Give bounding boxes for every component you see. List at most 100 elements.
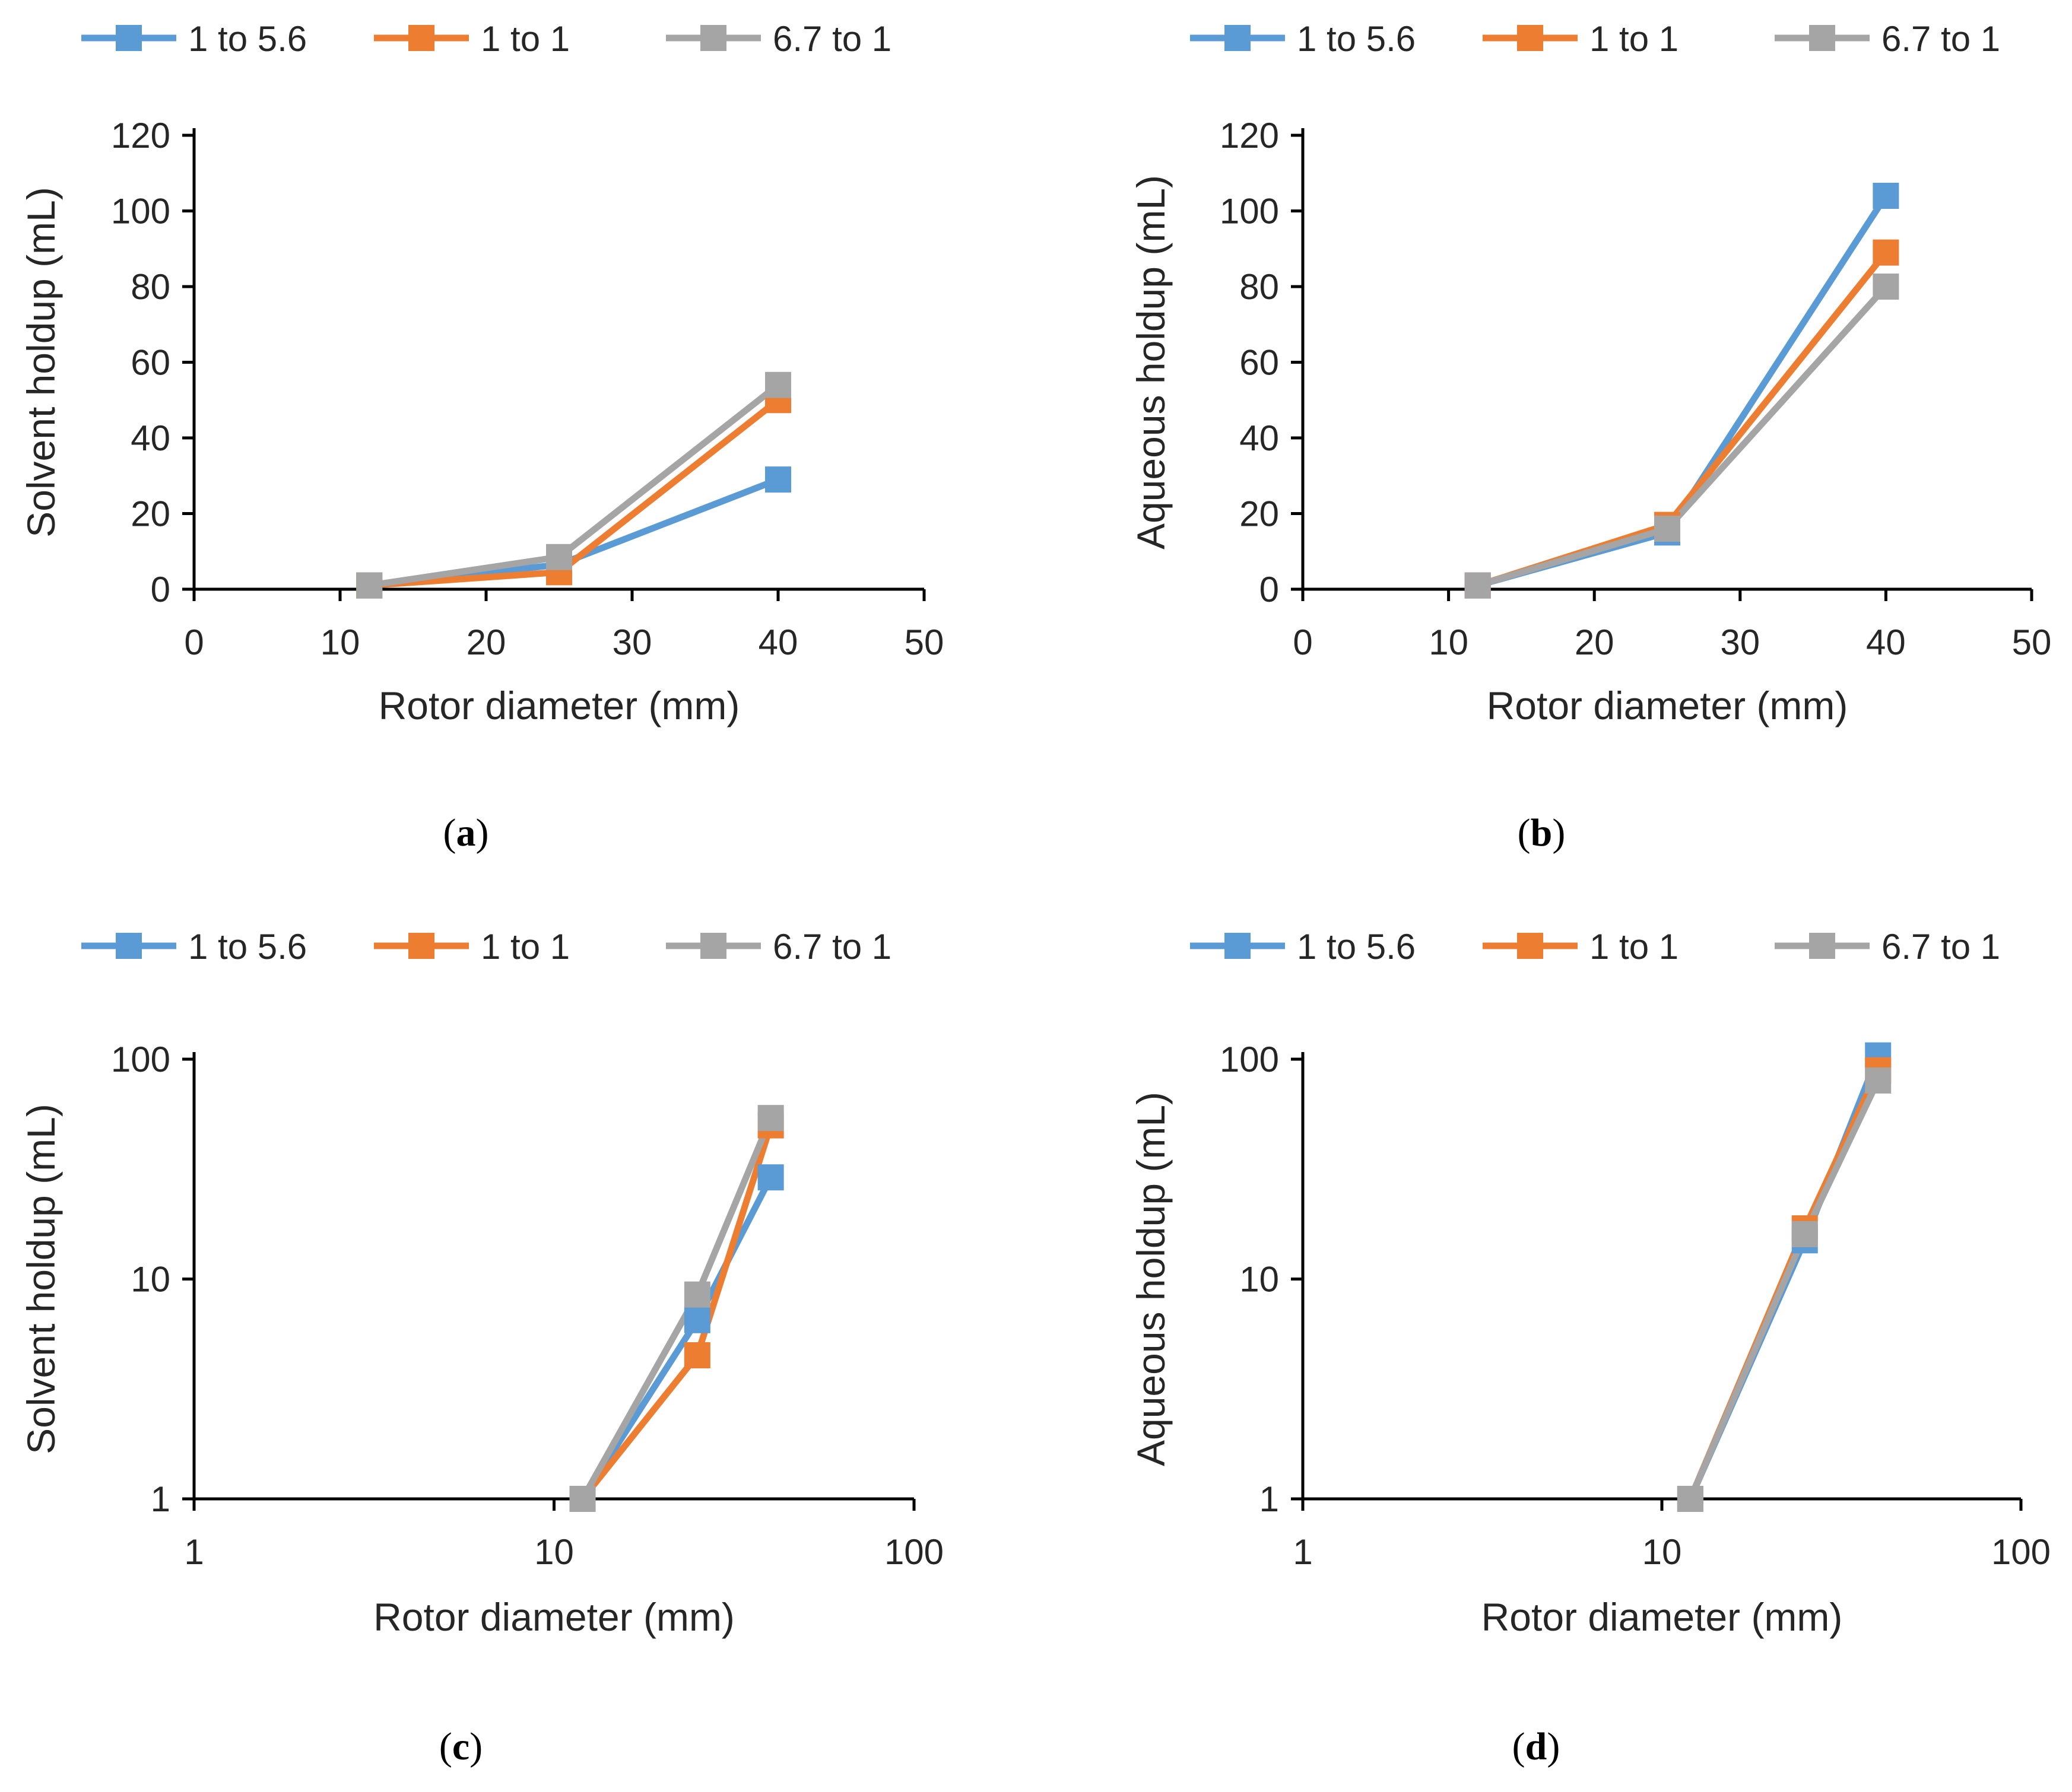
y-tick-label: 100 xyxy=(1220,1040,1279,1079)
data-point xyxy=(546,544,572,570)
legend-marker xyxy=(116,933,142,959)
legend-label: 1 to 1 xyxy=(1589,19,1678,59)
legend-item-0: 1 to 5.6 xyxy=(81,19,307,59)
legend-label: 1 to 5.6 xyxy=(188,19,307,59)
legend-label: 6.7 to 1 xyxy=(773,19,891,59)
y-tick-label: 120 xyxy=(1220,116,1279,155)
y-tick-label: 120 xyxy=(111,116,170,155)
data-point xyxy=(1873,274,1899,300)
legend-item-2: 6.7 to 1 xyxy=(1775,927,2000,967)
y-axis-title: Aqueous holdup (mL) xyxy=(1129,1092,1173,1466)
y-tick-label: 1 xyxy=(1259,1479,1279,1519)
legend-label: 1 to 1 xyxy=(1589,927,1678,967)
legend-marker xyxy=(700,25,726,51)
y-tick-label: 20 xyxy=(131,494,170,534)
x-tick-label: 0 xyxy=(184,622,204,662)
x-tick-label: 30 xyxy=(613,622,652,662)
series-line-2 xyxy=(369,382,780,589)
y-tick-label: 80 xyxy=(131,267,170,307)
legend-marker xyxy=(1809,25,1835,51)
legend-marker xyxy=(408,933,434,959)
legend-item-1: 1 to 1 xyxy=(374,19,570,59)
legend-marker xyxy=(700,933,726,959)
x-tick-label: 40 xyxy=(759,622,798,662)
legend-label: 6.7 to 1 xyxy=(773,927,891,967)
panel-label: (d) xyxy=(1512,1725,1560,1768)
legend-marker xyxy=(1517,25,1543,51)
data-point xyxy=(684,1281,710,1308)
x-axis-title: Rotor diameter (mm) xyxy=(1487,684,1848,727)
panel-label: (b) xyxy=(1518,811,1566,854)
x-tick-label: 30 xyxy=(1720,622,1760,662)
y-tick-label: 10 xyxy=(1239,1260,1279,1299)
x-axis-title: Rotor diameter (mm) xyxy=(379,684,740,727)
legend-item-1: 1 to 1 xyxy=(1483,927,1678,967)
data-point xyxy=(757,1164,784,1191)
y-axis-title: Solvent holdup (mL) xyxy=(19,1104,63,1454)
panel-label: (c) xyxy=(439,1725,483,1768)
x-tick-label: 50 xyxy=(2012,622,2052,662)
y-tick-label: 80 xyxy=(1239,267,1279,307)
y-axis-title: Solvent holdup (mL) xyxy=(19,187,63,538)
series-line-2 xyxy=(1687,1079,1881,1501)
data-point xyxy=(356,572,383,599)
legend-item-1: 1 to 1 xyxy=(1483,19,1678,59)
y-axis-title: Aqueous holdup (mL) xyxy=(1129,175,1173,549)
chart-panel-a: 0 10 20 30 40 50 0 20 40 60 80 100 120 Rotor diameter… xyxy=(19,19,944,854)
y-tick-label: 100 xyxy=(1220,192,1279,231)
data-point xyxy=(1464,572,1491,599)
data-point xyxy=(757,1105,784,1132)
y-tick-label: 0 xyxy=(151,570,170,609)
x-tick-label: 20 xyxy=(467,622,506,662)
legend-marker xyxy=(116,25,142,51)
series-line-1 xyxy=(369,397,780,589)
legend-label: 1 to 1 xyxy=(481,927,570,967)
x-tick-label: 100 xyxy=(884,1532,944,1572)
y-tick-label: 100 xyxy=(111,1040,170,1079)
y-tick-label: 0 xyxy=(1259,570,1279,609)
x-tick-label: 1 xyxy=(184,1532,204,1572)
y-tick-label: 40 xyxy=(1239,418,1279,458)
legend-marker xyxy=(1224,25,1251,51)
y-tick-label: 60 xyxy=(1239,343,1279,383)
legend-label: 6.7 to 1 xyxy=(1881,927,2000,967)
series-line-1 xyxy=(1477,250,1889,589)
legend-item-2: 6.7 to 1 xyxy=(1775,19,2000,59)
legend-item-0: 1 to 5.6 xyxy=(81,927,307,967)
legend-marker xyxy=(1517,933,1543,959)
legend-item-2: 6.7 to 1 xyxy=(666,19,891,59)
legend-marker xyxy=(1809,933,1835,959)
legend-item-0: 1 to 5.6 xyxy=(1190,927,1416,967)
data-point xyxy=(1873,239,1899,266)
legend-item-1: 1 to 1 xyxy=(374,927,570,967)
x-tick-label: 20 xyxy=(1575,622,1614,662)
chart-panel-b: 0 10 20 30 40 50 0 20 40 60 80 100 120 Rotor diameter… xyxy=(1129,19,2051,854)
x-tick-label: 1 xyxy=(1293,1532,1312,1572)
legend-item-0: 1 to 5.6 xyxy=(1190,19,1416,59)
data-point xyxy=(1677,1486,1703,1512)
y-tick-label: 1 xyxy=(151,1479,170,1519)
x-tick-label: 10 xyxy=(534,1532,574,1572)
x-tick-label: 100 xyxy=(1991,1532,2051,1572)
data-point xyxy=(765,371,791,398)
y-tick-label: 40 xyxy=(131,418,170,458)
series-line-0 xyxy=(1477,194,1889,589)
x-tick-label: 10 xyxy=(321,622,360,662)
legend-item-2: 6.7 to 1 xyxy=(666,927,891,967)
data-point xyxy=(684,1342,710,1368)
legend-marker xyxy=(408,25,434,51)
series-line-2 xyxy=(579,1117,774,1501)
data-point xyxy=(1791,1221,1818,1247)
series-line-0 xyxy=(369,476,779,589)
x-tick-label: 10 xyxy=(1642,1532,1682,1572)
legend-label: 1 to 5.6 xyxy=(1297,19,1416,59)
data-point xyxy=(569,1486,596,1512)
y-tick-label: 100 xyxy=(111,192,170,231)
legend-label: 1 to 5.6 xyxy=(1297,927,1416,967)
chart-panel-c: 1 10 100 1 10 100 Rotor diameter (mm) Solvent h… xyxy=(19,927,944,1768)
panel-label: (a) xyxy=(443,811,489,854)
x-axis-title: Rotor diameter (mm) xyxy=(373,1595,735,1639)
x-tick-label: 10 xyxy=(1429,622,1468,662)
x-tick-label: 40 xyxy=(1866,622,1906,662)
